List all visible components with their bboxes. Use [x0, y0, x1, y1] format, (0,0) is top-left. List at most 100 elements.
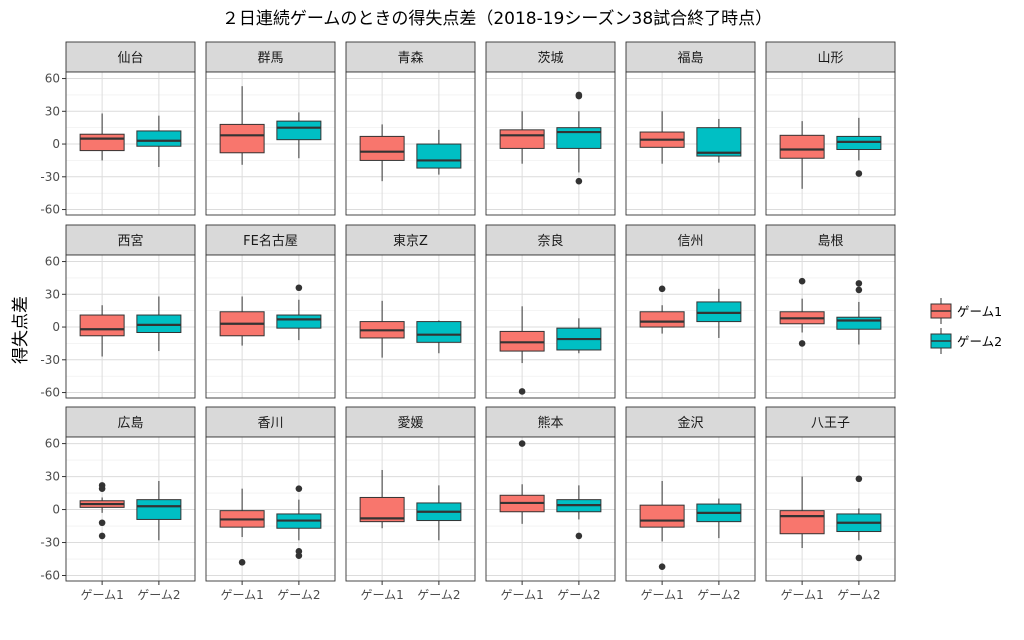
outlier-point	[658, 285, 666, 293]
box-iqr	[499, 129, 545, 149]
outlier-point	[855, 170, 863, 177]
y-tick-label: -30	[40, 353, 60, 367]
box-iqr	[836, 316, 882, 330]
outlier-point	[575, 177, 583, 185]
box-iqr	[136, 499, 182, 520]
box-iqr	[276, 314, 322, 329]
panel-border	[485, 71, 616, 216]
facet-strip	[625, 406, 756, 438]
box-iqr	[136, 130, 182, 147]
facet-strip-label: 東京Z	[393, 233, 428, 249]
facet-strip	[765, 406, 896, 438]
box-iqr	[696, 127, 742, 157]
outlier-point	[518, 440, 526, 447]
facet-panel: 信州	[625, 224, 756, 399]
x-tick-label: ゲーム1	[360, 588, 403, 602]
facet-panel: 奈良	[485, 224, 616, 399]
facet-strip	[485, 406, 616, 438]
box-iqr	[556, 127, 602, 149]
y-tick-label: 0	[52, 503, 60, 517]
outlier-point	[855, 554, 863, 562]
x-tick-label: ゲーム2	[837, 588, 880, 602]
facet-panel: 群馬	[205, 41, 336, 216]
outlier-point	[295, 552, 303, 560]
facet-panel: FE名古屋	[205, 224, 336, 399]
outlier-point	[98, 519, 106, 527]
legend-label: ゲーム1	[957, 304, 1002, 319]
facet-strip	[485, 41, 616, 73]
box-iqr	[79, 133, 125, 152]
facet-strip-label: 八王子	[811, 416, 850, 431]
box-iqr	[276, 120, 322, 141]
y-tick-label: 60	[45, 72, 60, 86]
facet-panel: 青森	[345, 41, 476, 216]
facet-strip	[65, 41, 196, 73]
facet-strip-label: 青森	[397, 51, 423, 66]
outlier-point	[98, 485, 106, 492]
y-tick-label: 60	[45, 437, 60, 451]
x-tick-label: ゲーム2	[557, 588, 600, 602]
box-iqr	[779, 510, 825, 535]
facet-strip-label: 福島	[677, 51, 703, 66]
y-tick-label: 0	[52, 320, 60, 334]
box-iqr	[416, 321, 462, 343]
outlier-point	[798, 340, 806, 347]
facet-panel: 広島 60 30 0 -30 -60 ゲーム1 ゲーム2	[40, 406, 196, 602]
outlier-point	[295, 485, 303, 492]
facet-strip-label: 金沢	[677, 415, 703, 431]
chart-title: ２日連続ゲームのときの得失点差（2018-19シーズン38試合終了時点）	[222, 9, 772, 29]
x-tick-label: ゲーム1	[640, 588, 683, 602]
facet-strip	[345, 406, 476, 438]
facet-strip-label: 茨城	[537, 51, 563, 66]
box-iqr	[416, 143, 462, 169]
panel-border	[345, 254, 476, 399]
panel-border	[205, 71, 336, 216]
panel-background	[766, 437, 895, 581]
outlier-point	[855, 286, 863, 294]
y-tick-label: -60	[40, 386, 60, 400]
facet-strip	[485, 224, 616, 256]
facet-panel: 福島	[625, 41, 756, 216]
x-tick-label: ゲーム1	[780, 588, 823, 602]
facet-strip-label: 島根	[817, 234, 843, 249]
panel-border	[765, 436, 896, 582]
facet-strip	[65, 406, 196, 438]
outlier-point	[855, 280, 863, 287]
panel-border	[765, 71, 896, 216]
x-tick-label: ゲーム1	[80, 588, 123, 602]
facet-strip-label: 西宮	[117, 233, 143, 249]
panel-border	[485, 436, 616, 582]
x-tick-label: ゲーム2	[137, 588, 180, 602]
panel-border	[65, 71, 196, 216]
legend-item: ゲーム2	[930, 328, 1002, 354]
panel-border	[345, 71, 476, 216]
facet-strip-label: 群馬	[257, 51, 283, 66]
panel-border	[205, 436, 336, 582]
x-tick-label: ゲーム1	[220, 588, 263, 602]
panel-border	[65, 254, 196, 399]
y-tick-label: 0	[52, 137, 60, 151]
facet-strip	[205, 41, 336, 73]
panel-border	[345, 436, 476, 582]
panel-border	[765, 254, 896, 399]
facet-strip	[205, 406, 336, 438]
outlier-point	[238, 559, 246, 566]
facet-strip	[765, 41, 896, 73]
box-iqr	[639, 311, 685, 328]
facet-strip-label: 仙台	[117, 51, 143, 66]
outlier-point	[575, 92, 583, 100]
y-tick-label: -30	[40, 536, 60, 550]
facet-strip-label: 広島	[117, 416, 143, 431]
facet-strip	[345, 224, 476, 256]
facet-strip	[205, 224, 336, 256]
facet-strip-label: 奈良	[537, 233, 563, 249]
facet-strip-label: 香川	[257, 416, 283, 431]
facet-strip-label: 山形	[817, 51, 843, 66]
outlier-point	[295, 284, 303, 292]
outlier-point	[98, 532, 106, 540]
